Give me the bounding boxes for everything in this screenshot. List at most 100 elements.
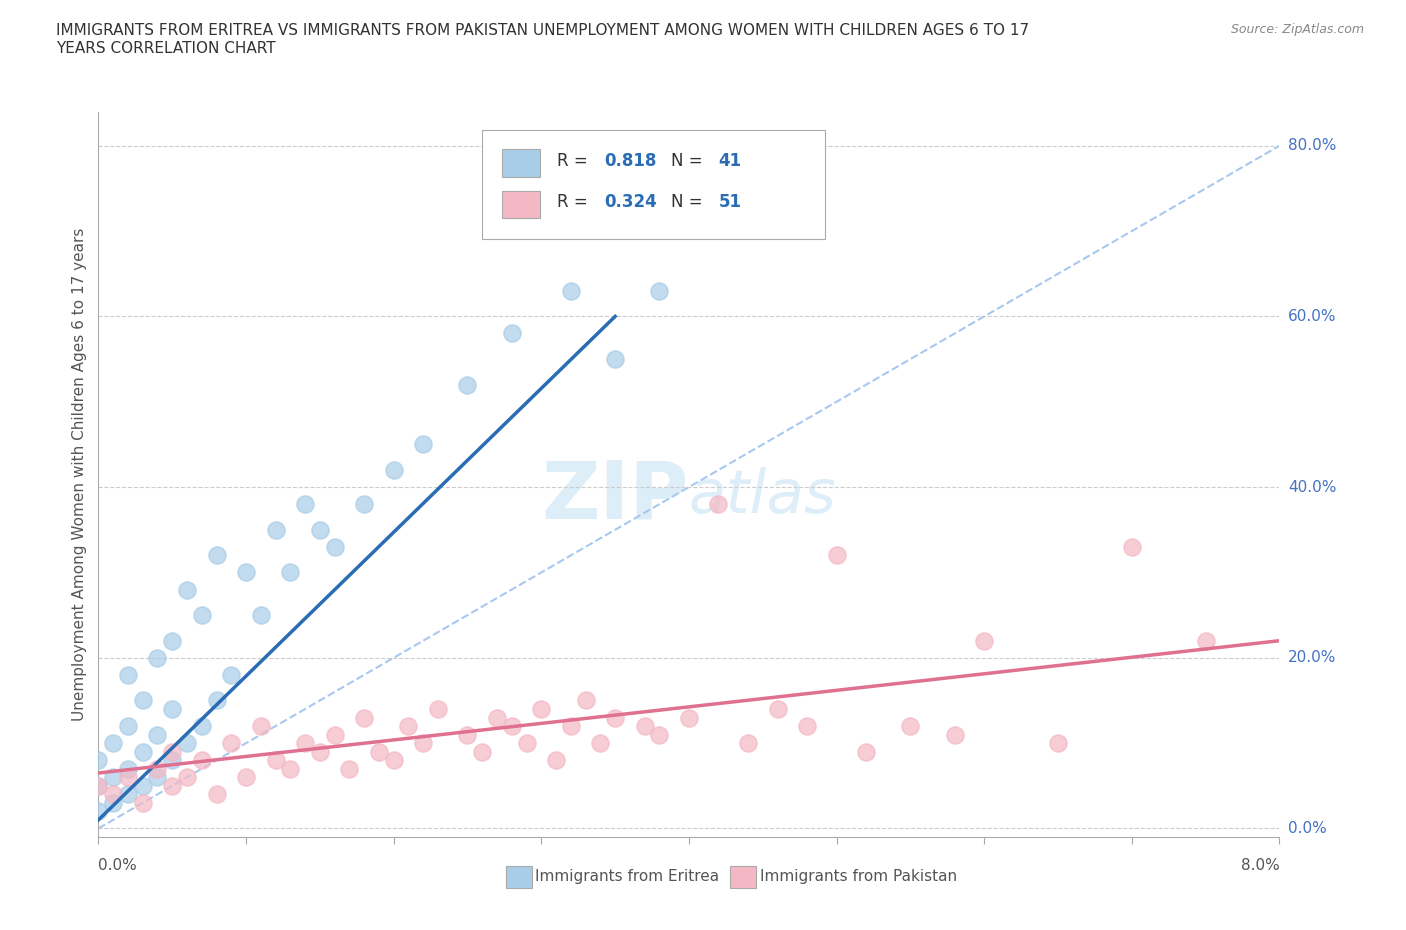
Point — [280, 565, 302, 580]
Text: R =: R = — [557, 152, 593, 170]
Point — [368, 744, 391, 759]
Point — [205, 787, 228, 802]
Text: 80.0%: 80.0% — [1288, 139, 1336, 153]
Point — [132, 778, 155, 793]
Point — [546, 752, 568, 767]
Text: 0.324: 0.324 — [605, 193, 657, 211]
Point — [323, 539, 346, 554]
Point — [117, 762, 139, 777]
Point — [648, 284, 671, 299]
Point — [132, 693, 155, 708]
Point — [353, 711, 375, 725]
Point — [943, 727, 966, 742]
Point — [560, 719, 582, 734]
Point — [103, 736, 125, 751]
Point — [117, 719, 139, 734]
Point — [530, 701, 553, 716]
Text: 40.0%: 40.0% — [1288, 480, 1336, 495]
Point — [103, 770, 125, 785]
Point — [132, 744, 155, 759]
Point — [162, 778, 183, 793]
Point — [516, 736, 538, 751]
Point — [162, 744, 183, 759]
Point — [766, 701, 789, 716]
Text: Immigrants from Eritrea: Immigrants from Eritrea — [536, 870, 720, 884]
Point — [132, 795, 155, 810]
Point — [309, 744, 332, 759]
Point — [87, 778, 110, 793]
Point — [412, 736, 434, 751]
Y-axis label: Unemployment Among Women with Children Ages 6 to 17 years: Unemployment Among Women with Children A… — [72, 228, 87, 721]
Point — [560, 284, 582, 299]
Point — [605, 352, 627, 366]
Point — [382, 752, 405, 767]
Point — [1195, 633, 1218, 648]
Point — [221, 668, 243, 683]
Point — [486, 711, 509, 725]
Point — [339, 762, 361, 777]
Point — [353, 497, 375, 512]
Point — [605, 711, 627, 725]
Text: 0.818: 0.818 — [605, 152, 657, 170]
Text: 0.0%: 0.0% — [98, 858, 138, 873]
Text: atlas: atlas — [689, 467, 837, 525]
Text: ZIP: ZIP — [541, 457, 689, 535]
Point — [280, 762, 302, 777]
Bar — [506, 866, 531, 888]
Point — [412, 437, 434, 452]
Bar — [502, 191, 540, 219]
Text: 41: 41 — [718, 152, 741, 170]
Point — [87, 752, 110, 767]
Point — [191, 752, 214, 767]
Text: Source: ZipAtlas.com: Source: ZipAtlas.com — [1230, 23, 1364, 36]
Text: 0.0%: 0.0% — [1288, 821, 1326, 836]
Text: N =: N = — [671, 152, 709, 170]
Text: Immigrants from Pakistan: Immigrants from Pakistan — [759, 870, 957, 884]
Point — [855, 744, 877, 759]
Point — [250, 607, 273, 622]
Point — [707, 497, 730, 512]
Text: N =: N = — [671, 193, 709, 211]
Point — [648, 727, 671, 742]
FancyBboxPatch shape — [482, 130, 825, 239]
Point — [176, 582, 198, 597]
Point — [162, 633, 183, 648]
Point — [87, 778, 110, 793]
Point — [235, 565, 257, 580]
Point — [87, 804, 110, 818]
Point — [117, 787, 139, 802]
Text: 60.0%: 60.0% — [1288, 309, 1336, 324]
Text: R =: R = — [557, 193, 593, 211]
Point — [146, 770, 169, 785]
Point — [1046, 736, 1070, 751]
Point — [900, 719, 922, 734]
Point — [323, 727, 346, 742]
Point — [235, 770, 257, 785]
Point — [1121, 539, 1143, 554]
Point — [589, 736, 612, 751]
Point — [471, 744, 494, 759]
Point — [250, 719, 273, 734]
Point — [176, 770, 198, 785]
Point — [117, 668, 139, 683]
Point — [973, 633, 995, 648]
Point — [191, 719, 214, 734]
Bar — [730, 866, 756, 888]
Point — [575, 693, 598, 708]
Point — [103, 787, 125, 802]
Point — [634, 719, 657, 734]
Point — [205, 548, 228, 563]
Point — [176, 736, 198, 751]
Text: 8.0%: 8.0% — [1240, 858, 1279, 873]
Point — [457, 378, 479, 392]
Point — [825, 548, 848, 563]
Point — [457, 727, 479, 742]
Text: 51: 51 — [718, 193, 741, 211]
Point — [103, 795, 125, 810]
Point — [501, 326, 523, 341]
Point — [398, 719, 420, 734]
Point — [294, 497, 316, 512]
Point — [382, 462, 405, 477]
Point — [427, 701, 450, 716]
Point — [294, 736, 316, 751]
